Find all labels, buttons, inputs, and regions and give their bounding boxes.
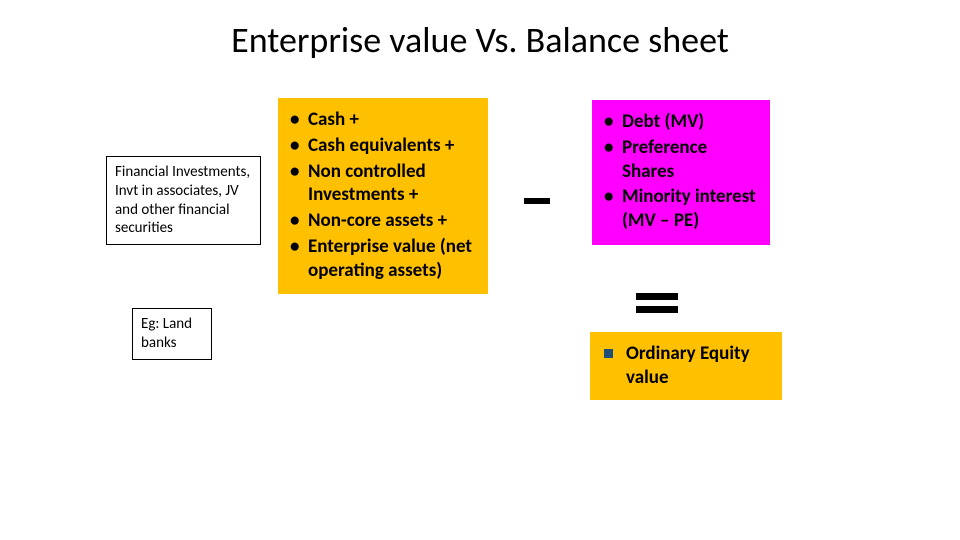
list-item: Debt (MV) (600, 110, 758, 134)
minus-operator (524, 198, 550, 204)
note-financial-investments: Financial Investments, Invt in associate… (106, 156, 261, 245)
equals-bar-top (636, 293, 678, 300)
list-item: Minority interest (MV – PE) (600, 185, 758, 233)
slide-title: Enterprise value Vs. Balance sheet (0, 18, 960, 62)
equals-bar-bottom (636, 306, 678, 313)
assets-list-box: Cash + Cash equivalents + Non controlled… (278, 98, 488, 294)
note-eg-land-banks: Eg: Land banks (132, 308, 212, 360)
equity-box: Ordinary Equity value (590, 332, 782, 400)
assets-list: Cash + Cash equivalents + Non controlled… (286, 108, 476, 282)
list-item: Ordinary Equity value (598, 342, 770, 390)
list-item: Preference Shares (600, 136, 758, 184)
list-item: Non-core assets + (286, 209, 476, 233)
list-item: Cash + (286, 108, 476, 132)
equals-operator (636, 290, 678, 316)
minus-bar (524, 198, 550, 204)
list-item: Cash equivalents + (286, 134, 476, 158)
list-item: Enterprise value (net operating assets) (286, 235, 476, 283)
liabilities-list: Debt (MV) Preference Shares Minority int… (600, 110, 758, 233)
list-item: Non controlled Investments + (286, 160, 476, 208)
equity-list: Ordinary Equity value (598, 342, 770, 390)
liabilities-list-box: Debt (MV) Preference Shares Minority int… (592, 100, 770, 245)
